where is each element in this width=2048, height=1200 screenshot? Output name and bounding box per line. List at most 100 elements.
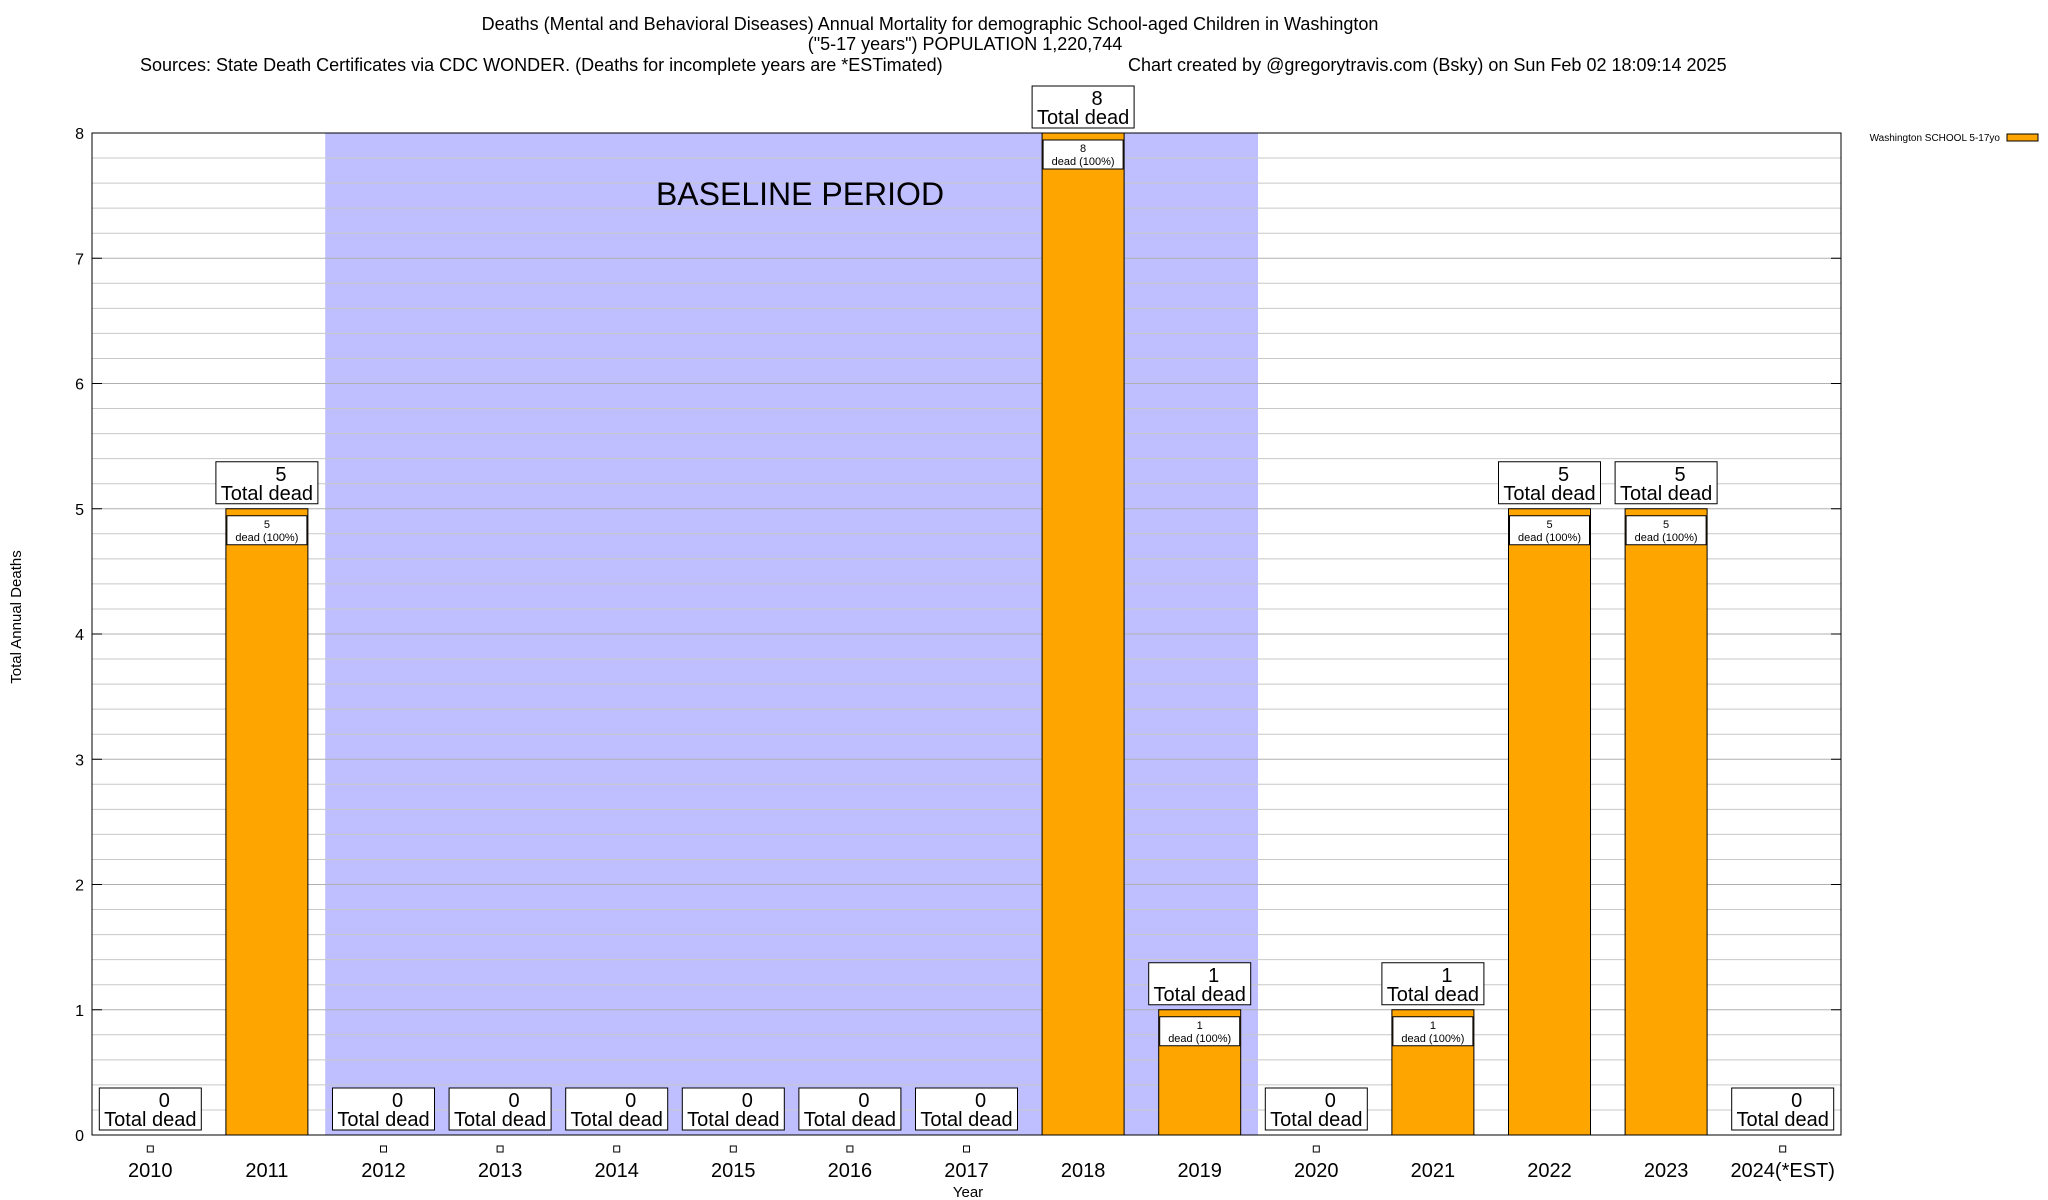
bar-inner-label-box xyxy=(1042,139,1124,170)
x-tick-label: 2013 xyxy=(478,1160,523,1182)
bar-inner-text: dead (100%) xyxy=(235,532,298,544)
total-label-text: Total dead xyxy=(1154,984,1246,1006)
total-label-box xyxy=(1148,962,1252,1006)
x-tick-label: 2024(*EST) xyxy=(1730,1160,1835,1182)
bar-inner-text: dead (100%) xyxy=(1401,1033,1464,1045)
legend: Washington SCHOOL 5-17yo xyxy=(1870,133,2039,144)
total-label-value: 0 xyxy=(159,1090,170,1112)
y-tick-label: 1 xyxy=(75,1003,84,1020)
y-tick-label: 4 xyxy=(75,627,84,644)
y-tick-label: 3 xyxy=(75,752,84,769)
bar-inner-label-box xyxy=(226,515,308,546)
x-tick-label: 2010 xyxy=(128,1160,173,1182)
bar-inner-value: 5 xyxy=(1663,519,1669,531)
baseline-period-label: BASELINE PERIOD xyxy=(656,176,944,212)
y-axis: 0 1 2 3 4 5 6 7 8 xyxy=(75,126,1841,1145)
legend-swatch xyxy=(2006,133,2039,142)
y-tick-label: 0 xyxy=(75,1128,84,1145)
total-label-text: Total dead xyxy=(454,1109,546,1131)
total-label-box xyxy=(1264,1087,1368,1131)
zero-marker xyxy=(146,1145,154,1153)
total-label-text: Total dead xyxy=(104,1109,196,1131)
chart-credit: Chart created by @gregorytravis.com (Bsk… xyxy=(1128,55,1727,75)
zero-marker xyxy=(496,1145,504,1153)
total-label-text: Total dead xyxy=(1037,107,1129,129)
zero-marker xyxy=(1312,1145,1320,1153)
x-tick-label: 2017 xyxy=(944,1160,989,1182)
x-tick-label: 2021 xyxy=(1411,1160,1456,1182)
total-label-value: 1 xyxy=(1208,965,1219,987)
total-label-box xyxy=(681,1087,785,1131)
total-label-box xyxy=(98,1087,202,1131)
total-label-text: Total dead xyxy=(920,1109,1012,1131)
legend-label: Washington SCHOOL 5-17yo xyxy=(1870,133,2001,144)
total-label-text: Total dead xyxy=(804,1109,896,1131)
total-label-value: 5 xyxy=(1558,464,1569,486)
total-label-text: Total dead xyxy=(687,1109,779,1131)
total-label-box xyxy=(1498,461,1601,505)
x-tick-label: 2012 xyxy=(361,1160,406,1182)
bar-inner-label-box xyxy=(1392,1016,1474,1047)
zero-marker xyxy=(1779,1145,1787,1153)
y-tick-label: 5 xyxy=(75,502,84,519)
x-tick-label: 2019 xyxy=(1177,1160,1222,1182)
bar xyxy=(1624,508,1708,1136)
total-label-text: Total dead xyxy=(1387,984,1479,1006)
y-tick-label: 7 xyxy=(75,251,84,268)
bar-inner-value: 1 xyxy=(1197,1020,1203,1032)
x-tick-label: 2020 xyxy=(1294,1160,1339,1182)
total-label-value: 8 xyxy=(1092,88,1103,110)
zero-marker xyxy=(729,1145,737,1153)
total-label-value: 5 xyxy=(275,464,286,486)
total-label-box xyxy=(565,1087,669,1131)
y-tick-label: 8 xyxy=(75,126,84,143)
total-label-box xyxy=(1381,962,1485,1006)
bar-inner-label-box xyxy=(1509,515,1590,546)
bar-inner-text: dead (100%) xyxy=(1052,156,1115,168)
total-label-value: 0 xyxy=(1791,1090,1802,1112)
total-label-box xyxy=(915,1087,1018,1131)
total-label-box xyxy=(798,1087,902,1131)
bar-inner-value: 8 xyxy=(1080,143,1086,155)
total-label-text: Total dead xyxy=(571,1109,663,1131)
total-label-value: 0 xyxy=(509,1090,520,1112)
bar-inner-value: 5 xyxy=(1546,519,1552,531)
total-label-text: Total dead xyxy=(1270,1109,1362,1131)
total-label-value: 0 xyxy=(975,1090,986,1112)
chart-subtitle: ("5-17 years") POPULATION 1,220,744 xyxy=(808,34,1123,54)
total-label-value: 1 xyxy=(1441,965,1452,987)
y-tick-label: 2 xyxy=(75,878,84,895)
total-label-text: Total dead xyxy=(1737,1109,1829,1131)
x-tick-label: 2011 xyxy=(245,1160,288,1182)
total-label-box xyxy=(1614,461,1718,505)
total-label-value: 0 xyxy=(1325,1090,1336,1112)
zero-marker xyxy=(613,1145,621,1153)
bar-inner-text: dead (100%) xyxy=(1168,1033,1231,1045)
total-label-box xyxy=(1731,1087,1835,1131)
y-tick-label: 6 xyxy=(75,377,84,394)
x-tick-label: 2023 xyxy=(1644,1160,1689,1182)
x-tick-label: 2016 xyxy=(828,1160,873,1182)
bar-inner-label-box xyxy=(1625,515,1707,546)
bar-inner-label-box xyxy=(1159,1016,1241,1047)
x-tick-label: 2015 xyxy=(711,1160,756,1182)
bar-inner-value: 5 xyxy=(264,519,270,531)
total-label-box xyxy=(215,461,319,505)
x-axis: 2010 2011 2012 2013 2014 2015 2016 2017 2018 2019… xyxy=(128,1160,1835,1182)
total-label-value: 5 xyxy=(1675,464,1686,486)
total-label-value: 0 xyxy=(742,1090,753,1112)
bar xyxy=(1041,132,1125,1136)
chart-sources: Sources: State Death Certificates via CD… xyxy=(140,55,943,75)
x-tick-label: 2014 xyxy=(594,1160,639,1182)
total-label-value: 0 xyxy=(858,1090,869,1112)
total-label-value: 0 xyxy=(392,1090,403,1112)
total-label-box xyxy=(332,1087,435,1131)
zero-marker xyxy=(963,1145,970,1153)
x-tick-label: 2022 xyxy=(1527,1160,1572,1182)
total-label-box xyxy=(1031,85,1135,129)
total-label-text: Total dead xyxy=(1503,483,1595,505)
zero-marker xyxy=(846,1145,854,1153)
bar-inner-text: dead (100%) xyxy=(1635,532,1698,544)
